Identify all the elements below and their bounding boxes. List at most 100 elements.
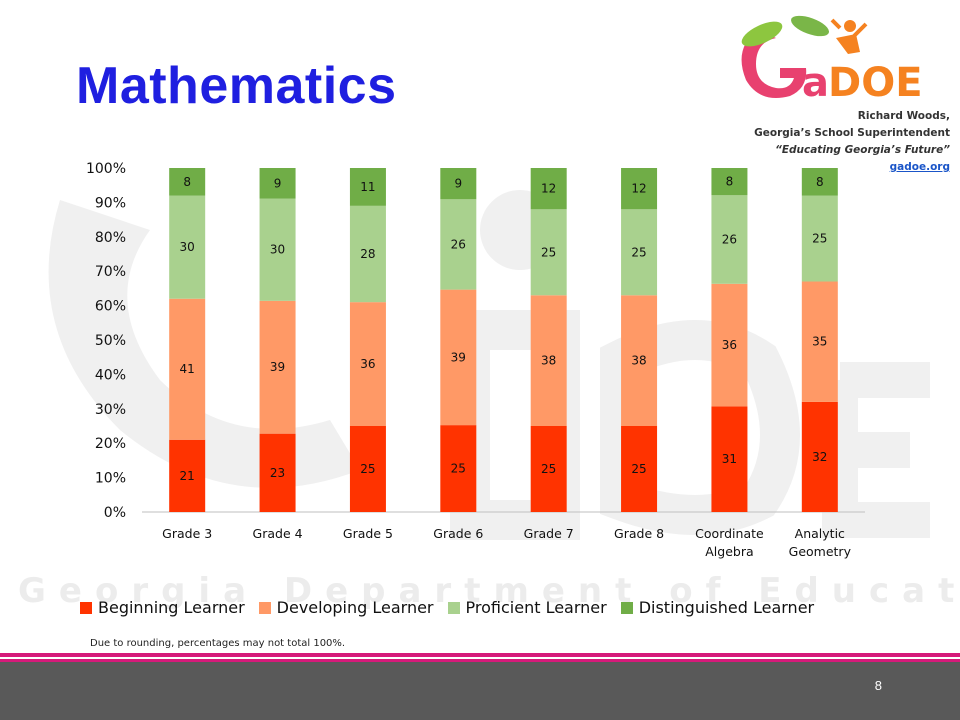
y-tick-label: 70%	[95, 264, 126, 280]
bar-segment	[711, 168, 748, 196]
accent-bar	[0, 653, 960, 657]
data-label: 25	[812, 232, 827, 246]
legend-label-developing: Developing Learner	[276, 598, 434, 617]
y-tick-label: 10%	[95, 471, 126, 487]
data-label: 35	[812, 335, 827, 349]
y-tick-label: 80%	[95, 230, 126, 246]
data-label: 39	[270, 360, 285, 374]
bar-segment	[349, 205, 386, 303]
legend-label-distinguished: Distinguished Learner	[638, 598, 815, 617]
y-tick-label: 40%	[95, 367, 126, 383]
bar-segment	[169, 168, 206, 196]
data-label: 38	[541, 354, 556, 368]
data-label: 9	[274, 176, 282, 190]
accent-bar-thin	[0, 659, 960, 662]
legend-swatch-distinguished	[620, 601, 633, 614]
bar-segment	[711, 195, 748, 284]
data-label: 32	[812, 450, 827, 464]
bar-segment	[259, 433, 296, 512]
data-label: 31	[722, 452, 737, 466]
legend-label-proficient: Proficient Learner	[465, 598, 607, 617]
x-tick-label: Geometry	[789, 544, 852, 559]
gadoe-logo: a DOE	[741, 15, 923, 106]
slogan: “Educating Georgia’s Future”	[775, 144, 950, 156]
bar-segment	[711, 283, 748, 407]
data-label: 12	[631, 182, 646, 196]
legend-item-proficient: Proficient Learner	[447, 598, 607, 617]
superintendent-name: Richard Woods,	[857, 110, 950, 122]
slide-number: 8	[874, 678, 882, 693]
bar-segment	[711, 406, 748, 512]
data-label: 25	[451, 462, 466, 476]
bar-segment	[621, 426, 658, 512]
data-label: 25	[541, 245, 556, 259]
data-label: 39	[451, 350, 466, 364]
legend-label-beginning: Beginning Learner	[98, 598, 245, 617]
stacked-bar-chart: 0% 10% 20% 30% 40% 50% 60% 70% 80% 90% 100% 21 41 30 8…	[86, 161, 865, 559]
x-tick-label: Grade 4	[253, 526, 303, 541]
legend-swatch-proficient	[447, 601, 460, 614]
footer-bar	[0, 662, 960, 720]
bar-segment	[801, 195, 838, 282]
bar-segment	[801, 168, 838, 196]
x-tick-label: Algebra	[705, 544, 753, 559]
bar-segment	[621, 209, 658, 296]
x-tick-label: Grade 6	[433, 526, 483, 541]
data-label: 25	[631, 245, 646, 259]
legend-item-developing: Developing Learner	[258, 598, 434, 617]
bar-segment	[259, 300, 296, 434]
bar-segment	[440, 168, 477, 200]
bar-segment	[801, 281, 838, 402]
data-label: 12	[541, 182, 556, 196]
chart-legend: Beginning Learner Developing Learner Pro…	[80, 598, 828, 617]
bar-segment	[169, 439, 206, 512]
bar-segment	[530, 168, 567, 210]
bar-segment	[621, 295, 658, 426]
gadoe-link[interactable]: gadoe.org	[889, 161, 950, 173]
x-tick-label: Grade 7	[524, 526, 574, 541]
bar-segment	[530, 295, 567, 426]
data-label: 23	[270, 466, 285, 480]
svg-text:a: a	[802, 60, 829, 106]
bar-segment	[349, 168, 386, 206]
legend-item-beginning: Beginning Learner	[80, 598, 245, 617]
data-label: 11	[360, 180, 375, 194]
data-label: 26	[722, 233, 737, 247]
x-tick-label: Grade 5	[343, 526, 393, 541]
x-tick-label: Grade 3	[162, 526, 212, 541]
data-label: 30	[270, 243, 285, 257]
data-label: 38	[631, 354, 646, 368]
superintendent-title: Georgia’s School Superintendent	[754, 127, 950, 139]
data-label: 28	[360, 247, 375, 261]
data-label: 9	[454, 177, 462, 191]
data-label: 8	[183, 175, 191, 189]
data-label: 36	[722, 338, 737, 352]
legend-swatch-beginning	[80, 601, 92, 614]
y-tick-label: 30%	[95, 402, 126, 418]
svg-text:DOE: DOE	[828, 60, 923, 106]
y-tick-label: 20%	[95, 436, 126, 452]
superintendent-block: Richard Woods, Georgia’s School Superint…	[754, 108, 950, 176]
x-tick-label: Coordinate	[695, 526, 764, 541]
y-tick-label: 0%	[104, 505, 126, 521]
bar-segment	[169, 195, 206, 299]
bar-segment	[440, 289, 477, 426]
y-tick-label: 50%	[95, 333, 126, 349]
data-label: 25	[631, 462, 646, 476]
y-tick-label: 60%	[95, 299, 126, 315]
legend-swatch-developing	[258, 601, 271, 614]
bar-segment	[530, 426, 567, 512]
bar-segment	[440, 425, 477, 512]
y-tick-label: 90%	[95, 195, 126, 211]
legend-item-distinguished: Distinguished Learner	[620, 598, 815, 617]
bar-segment	[259, 198, 296, 301]
bar-segment	[801, 401, 838, 512]
data-label: 36	[360, 357, 375, 371]
data-label: 8	[726, 175, 734, 189]
x-tick-label: Grade 8	[614, 526, 664, 541]
bar-segment	[349, 426, 386, 512]
page-title: Mathematics	[76, 57, 397, 115]
rounding-footnote: Due to rounding, percentages may not tot…	[90, 638, 346, 649]
data-label: 25	[360, 462, 375, 476]
data-label: 8	[816, 175, 824, 189]
